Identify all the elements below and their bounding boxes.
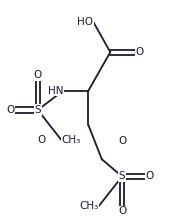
Text: CH₃: CH₃: [61, 135, 81, 145]
Text: O: O: [136, 47, 144, 57]
Text: O: O: [38, 135, 46, 145]
Text: S: S: [35, 105, 41, 115]
Text: O: O: [146, 171, 154, 182]
Text: O: O: [34, 70, 42, 80]
Text: O: O: [118, 207, 126, 216]
Text: O: O: [6, 105, 14, 115]
Text: S: S: [119, 171, 125, 182]
Text: HN: HN: [48, 86, 63, 96]
Text: HO: HO: [77, 17, 94, 27]
Text: CH₃: CH₃: [79, 201, 98, 212]
Text: O: O: [118, 136, 126, 147]
